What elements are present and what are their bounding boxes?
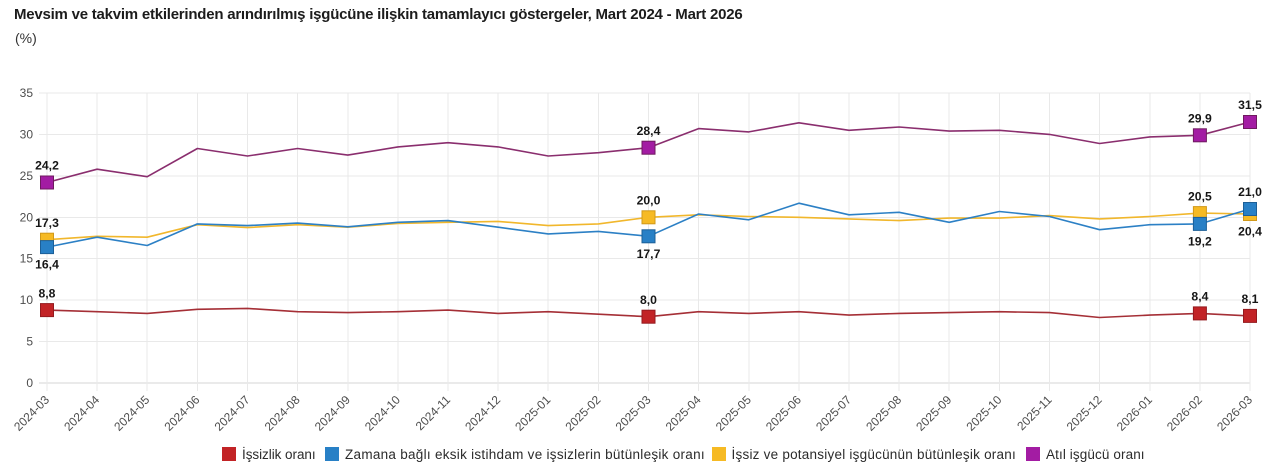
svg-text:5: 5 [26, 335, 33, 349]
svg-text:2025-03: 2025-03 [613, 392, 654, 433]
svg-text:24,2: 24,2 [35, 159, 59, 173]
svg-text:2024-11: 2024-11 [413, 392, 454, 433]
svg-text:2025-06: 2025-06 [763, 392, 804, 433]
svg-text:21,0: 21,0 [1238, 185, 1262, 199]
svg-text:17,3: 17,3 [35, 216, 59, 230]
svg-text:2024-03: 2024-03 [11, 392, 52, 433]
svg-text:2025-05: 2025-05 [713, 392, 754, 433]
svg-text:2025-04: 2025-04 [663, 392, 704, 433]
svg-text:2025-01: 2025-01 [512, 392, 553, 433]
svg-text:2024-06: 2024-06 [161, 392, 202, 433]
svg-text:2024-10: 2024-10 [362, 392, 403, 433]
svg-text:2025-08: 2025-08 [863, 392, 904, 433]
svg-text:2025-02: 2025-02 [562, 392, 603, 433]
svg-text:2024-12: 2024-12 [462, 392, 503, 433]
svg-text:2025-12: 2025-12 [1064, 392, 1105, 433]
svg-text:2025-10: 2025-10 [963, 392, 1004, 433]
svg-text:17,7: 17,7 [637, 247, 661, 261]
svg-text:2024-07: 2024-07 [212, 392, 253, 433]
svg-text:15: 15 [20, 252, 34, 266]
svg-text:16,4: 16,4 [35, 258, 59, 272]
svg-text:2026-01: 2026-01 [1114, 392, 1155, 433]
svg-text:8,0: 8,0 [640, 293, 657, 307]
svg-text:28,4: 28,4 [637, 124, 661, 138]
svg-text:2024-09: 2024-09 [312, 392, 353, 433]
svg-text:20,5: 20,5 [1188, 189, 1212, 203]
svg-text:8,8: 8,8 [39, 286, 56, 300]
svg-text:2024-05: 2024-05 [111, 392, 152, 433]
svg-text:30: 30 [20, 127, 34, 141]
svg-text:2024-04: 2024-04 [61, 392, 102, 433]
svg-text:2024-08: 2024-08 [262, 392, 303, 433]
svg-text:2026-03: 2026-03 [1214, 392, 1255, 433]
svg-text:2025-09: 2025-09 [913, 392, 954, 433]
svg-text:20: 20 [20, 210, 34, 224]
svg-text:25: 25 [20, 169, 34, 183]
svg-text:8,4: 8,4 [1191, 290, 1208, 304]
svg-text:0: 0 [26, 376, 33, 390]
svg-text:8,1: 8,1 [1242, 292, 1259, 306]
svg-text:2025-07: 2025-07 [813, 392, 854, 433]
svg-text:29,9: 29,9 [1188, 112, 1212, 126]
svg-text:20,4: 20,4 [1238, 225, 1262, 239]
svg-text:20,0: 20,0 [637, 194, 661, 208]
svg-text:2026-02: 2026-02 [1164, 392, 1205, 433]
svg-text:10: 10 [20, 293, 34, 307]
svg-text:2025-11: 2025-11 [1014, 392, 1055, 433]
svg-text:35: 35 [20, 86, 34, 100]
svg-text:31,5: 31,5 [1238, 98, 1262, 112]
svg-text:19,2: 19,2 [1188, 234, 1212, 248]
